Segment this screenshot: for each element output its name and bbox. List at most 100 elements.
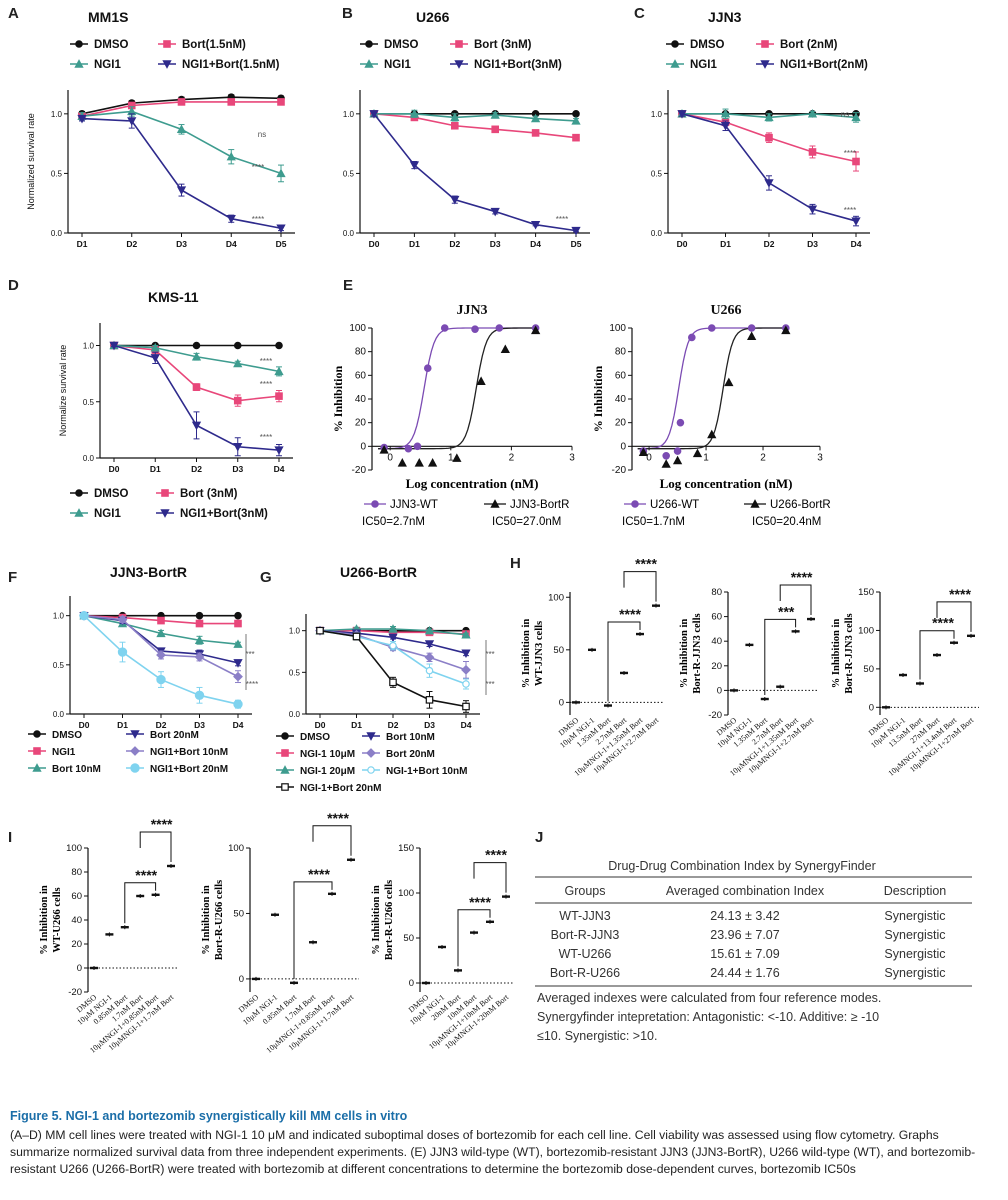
y-tick-label: 0 <box>559 697 564 708</box>
data-point <box>275 392 283 400</box>
panel-letter: C <box>634 5 645 22</box>
y-tick-label: 40 <box>71 915 82 926</box>
x-tick-label: D4 <box>274 464 285 474</box>
data-point <box>191 351 202 361</box>
x-tick-label: D2 <box>764 239 775 249</box>
y-tick-label: 0.5 <box>51 169 63 178</box>
significance-label: **** <box>135 867 157 883</box>
significance-label: **** <box>635 556 657 572</box>
legend-marker <box>33 730 41 738</box>
legend-ic50: IC50=20.4nM <box>752 516 821 528</box>
y-axis-label: % Inhibition in <box>679 619 690 689</box>
data-point <box>409 108 420 118</box>
data-point <box>530 220 541 230</box>
data-point <box>233 443 243 452</box>
significance-bracket <box>124 882 157 924</box>
y-tick-label: 0.5 <box>343 169 355 178</box>
data-point <box>491 125 500 134</box>
x-tick-label: D0 <box>677 239 688 249</box>
panel-letter: F <box>8 569 17 586</box>
bortr-data-point <box>414 458 424 467</box>
wt-data-point <box>673 447 682 455</box>
data-point <box>277 98 285 106</box>
x-tick-label: 3 <box>569 452 575 463</box>
bortr-data-point <box>638 447 649 456</box>
legend-marker <box>365 40 373 48</box>
data-point <box>156 674 166 685</box>
table-cell: Synergistic <box>884 966 945 980</box>
x-tick-label: D0 <box>109 464 120 474</box>
legend-label: NGI-1 20μM <box>300 766 355 777</box>
y-tick-label: 0.0 <box>651 229 663 238</box>
significance-bracket <box>473 862 507 893</box>
data-point <box>191 421 202 431</box>
table-note: Averaged indexes were calculated from fo… <box>537 991 881 1005</box>
data-point <box>195 611 204 620</box>
legend-label: DMSO <box>384 39 419 51</box>
y-tick-label: 0 <box>869 702 874 713</box>
y-tick-label: 60 <box>355 370 367 381</box>
y-axis-label: % Inhibition <box>591 365 605 432</box>
legend-marker <box>130 730 140 739</box>
panel-G: G U266-BortR 0.0 0.5 1.0 D0 D1 D2 D3 D4 *** *** DMSO… <box>260 564 495 794</box>
data-point <box>192 341 201 350</box>
y-tick-label: -20 <box>612 465 627 476</box>
x-tick-label: D3 <box>807 239 818 249</box>
x-tick-label: 0 <box>646 452 652 463</box>
legend-marker <box>74 508 84 517</box>
data-point <box>572 110 580 118</box>
legend-marker <box>32 763 42 772</box>
legend-label: DMSO <box>52 730 82 741</box>
data-point <box>176 124 187 134</box>
y-tick-label: 80 <box>711 587 722 598</box>
data-point <box>352 632 361 641</box>
data-point <box>79 610 89 621</box>
y-tick-label: 0 <box>77 963 82 974</box>
x-axis-label: Log concentration (nM) <box>660 476 793 491</box>
legend-label: JJN3-BortR <box>510 499 569 511</box>
panel-B: B U266 0.0 0.5 1.0 D0 D1 D2 D3 D4 D5 **** DMSO Bort (… <box>342 5 590 249</box>
y-axis-label: % Inhibition <box>331 365 345 432</box>
data-point <box>409 161 420 170</box>
legend-label: NGI-1 10μM <box>300 749 355 760</box>
y-tick-label: 1.0 <box>53 612 65 621</box>
y-tick-label: 1.0 <box>651 110 663 119</box>
significance-label: **** <box>308 866 330 882</box>
legend-marker <box>75 40 83 48</box>
legend-label: NGI1+Bort(2nM) <box>780 59 868 71</box>
data-point <box>233 671 243 682</box>
table-J: J Drug-Drug Combination Index by SynergyF… <box>535 829 972 1043</box>
table-cell: Synergistic <box>884 947 945 961</box>
y-tick-label: 0.0 <box>83 454 95 463</box>
y-tick-label: 60 <box>71 891 82 902</box>
significance-label: **** <box>949 586 971 602</box>
significance-label: ns <box>841 110 849 119</box>
legend-marker <box>490 499 500 508</box>
x-tick-label: D0 <box>369 239 380 249</box>
data-point <box>192 383 201 391</box>
significance-label: **** <box>619 606 641 622</box>
legend-label: NGI1 <box>384 59 411 71</box>
data-point <box>388 633 398 643</box>
significance-label: **** <box>791 569 813 585</box>
panel-letter: H <box>510 555 521 572</box>
y-tick-label: 0.0 <box>51 229 63 238</box>
legend-label: U266-BortR <box>770 499 831 511</box>
x-tick-label: D2 <box>156 720 167 730</box>
y-tick-label: 20 <box>711 661 722 672</box>
legend-label: NGI1+Bort(3nM) <box>180 508 268 520</box>
legend-label: DMSO <box>94 488 129 500</box>
data-point <box>389 678 397 687</box>
legend-ic50: IC50=1.7nM <box>622 516 685 528</box>
data-point <box>194 635 205 644</box>
data-point <box>227 98 236 106</box>
y-tick-label: 100 <box>548 592 564 603</box>
legend-label: Bort 10nM <box>52 764 101 775</box>
data-point <box>274 446 284 455</box>
significance-label: **** <box>556 215 568 224</box>
data-point <box>807 108 818 118</box>
panel-letter: A <box>8 5 19 22</box>
y-axis-label: Normalized survival rate <box>26 113 36 210</box>
panel-letter: G <box>260 569 272 586</box>
data-point <box>369 110 379 119</box>
